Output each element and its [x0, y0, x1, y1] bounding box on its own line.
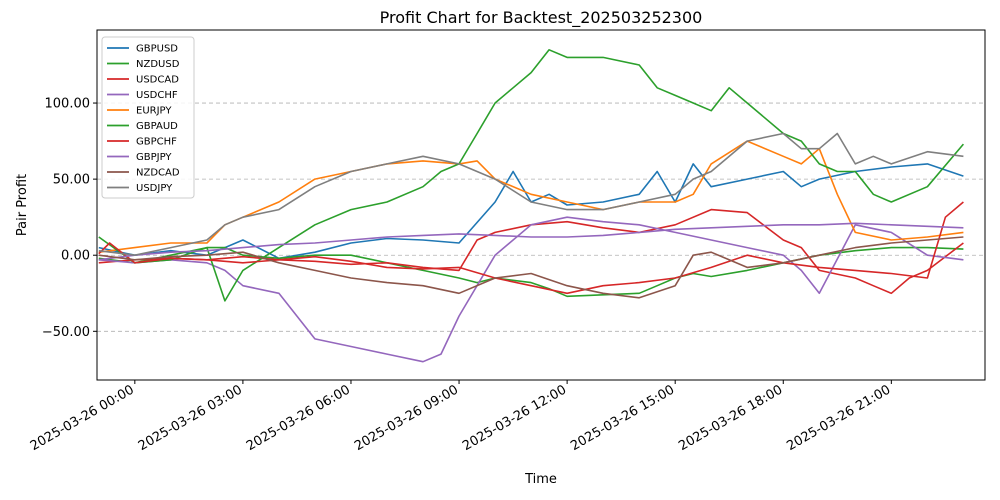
legend-label: NZDCAD	[136, 168, 180, 179]
y-tick-label: 100.00	[45, 97, 91, 112]
series-lines	[98, 48, 965, 363]
y-axis-label: Pair Profit	[15, 174, 30, 236]
y-tick-label: −50.00	[42, 325, 90, 340]
legend: GBPUSD NZDUSD USDCAD USDCHF EURJPY GBPAUD GBPC…	[101, 36, 195, 199]
legend-label: USDCAD	[136, 75, 179, 86]
series-line-usdjpy	[98, 132, 964, 256]
legend-label: USDJPY	[136, 183, 173, 194]
plot-frame	[96, 29, 986, 381]
series-line-gbpchf	[98, 201, 964, 295]
series-line-usdchf	[98, 216, 964, 363]
series-line-gbpaud	[98, 48, 965, 302]
y-tick-label: 50.00	[53, 173, 90, 188]
series-line-gbpjpy	[98, 222, 964, 261]
legend-box	[101, 36, 195, 199]
y-axis: −50.00 0.00 50.00 100.00	[42, 97, 97, 340]
y-tick-label: 0.00	[61, 249, 90, 264]
series-line-nzdcad	[98, 236, 964, 299]
x-axis-label: Time	[524, 472, 557, 487]
legend-label: EURJPY	[136, 106, 172, 117]
legend-label: GBPJPY	[136, 152, 172, 163]
legend-label: GBPUSD	[136, 44, 178, 55]
legend-label: GBPCHF	[136, 137, 177, 148]
chart-title: Profit Chart for Backtest_202503252300	[380, 8, 703, 28]
legend-label: NZDUSD	[136, 59, 180, 70]
legend-label: GBPAUD	[136, 121, 178, 132]
legend-label: USDCHF	[136, 90, 178, 101]
